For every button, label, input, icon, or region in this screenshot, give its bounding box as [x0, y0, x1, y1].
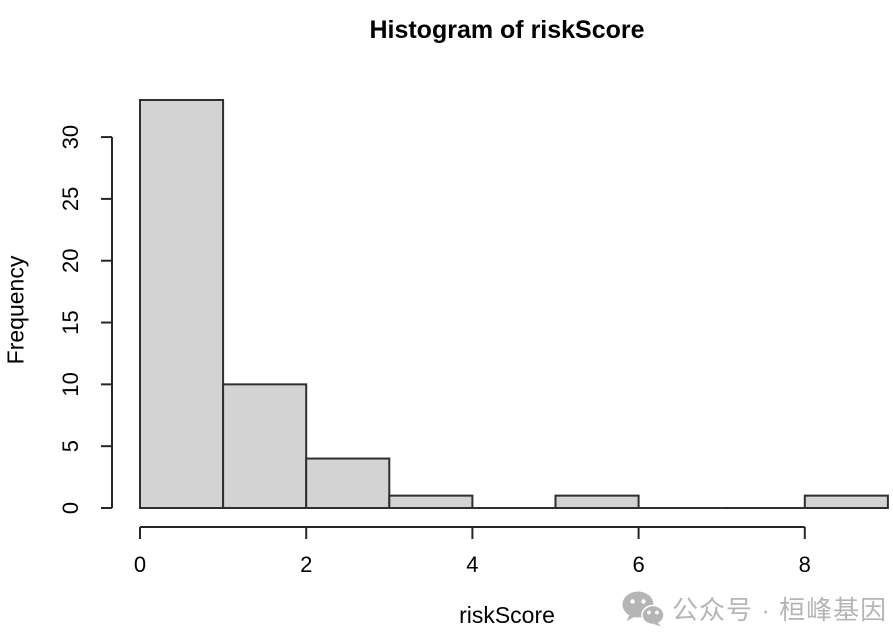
watermark-text: 公众号 · 桓峰基因	[672, 595, 888, 625]
y-tick-label: 30	[58, 125, 83, 149]
x-tick-label: 6	[632, 552, 644, 577]
histogram-bar	[139, 98, 225, 509]
y-tick-label: 5	[58, 440, 83, 452]
x-tick-label: 2	[300, 552, 312, 577]
histogram-bar	[554, 494, 640, 509]
chart-title: Histogram of riskScore	[369, 16, 645, 44]
x-tick-label: 0	[134, 552, 146, 577]
histogram-bar	[803, 494, 889, 509]
y-tick-label: 20	[58, 248, 83, 272]
histogram-bar	[388, 494, 474, 509]
y-tick-label: 15	[58, 310, 83, 334]
x-axis-label: riskScore	[459, 602, 555, 628]
x-tick-label: 8	[799, 552, 811, 577]
y-tick-label: 0	[58, 502, 83, 514]
x-tick-label: 4	[466, 552, 478, 577]
histogram-bar	[222, 383, 308, 509]
watermark: 公众号 · 桓峰基因	[622, 590, 887, 627]
histogram-bar	[305, 457, 391, 510]
y-tick-label: 10	[58, 372, 83, 396]
y-tick-label: 25	[58, 187, 83, 211]
wechat-icon	[622, 591, 664, 626]
